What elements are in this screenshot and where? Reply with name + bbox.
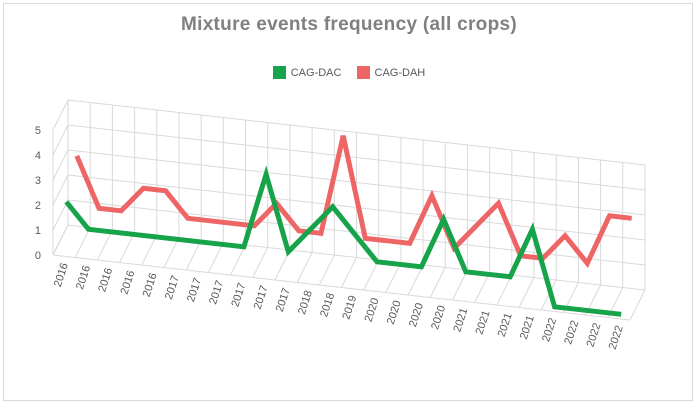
gridline-side <box>52 149 69 181</box>
gridline-side <box>52 174 69 206</box>
legend-item-0: CAG-DAC <box>272 66 342 79</box>
x-tick-label: 2016 <box>74 264 93 291</box>
gridline-floor <box>474 272 491 303</box>
y-tick-label: 4 <box>35 150 41 162</box>
x-tick-label: 2021 <box>496 311 515 338</box>
gridlines <box>52 99 646 321</box>
x-tick-label: 2020 <box>363 297 382 324</box>
gridline-floor <box>52 224 69 256</box>
chart-legend: CAG-DAC CAG-DAH <box>0 66 698 82</box>
y-tick-label: 1 <box>35 225 41 237</box>
x-tick-label: 2021 <box>518 314 537 341</box>
x-tick-label: 2016 <box>96 267 115 294</box>
gridline-floor <box>363 259 380 291</box>
gridline-floor <box>252 247 269 278</box>
gridline-floor <box>296 252 313 283</box>
x-tick-label: 2017 <box>252 284 271 311</box>
x-tick-label: 2016 <box>52 262 71 289</box>
gridline-floor <box>452 269 468 301</box>
legend-label-0: CAG-DAC <box>290 66 342 79</box>
gridline-floor <box>341 257 357 288</box>
x-tick-label: 2020 <box>385 299 404 326</box>
series-line-1 <box>74 135 632 268</box>
x-tick-label: 2016 <box>119 269 138 296</box>
legend-swatch-1 <box>356 66 370 79</box>
gridline-floor <box>496 274 513 306</box>
gridline-floor <box>185 239 202 271</box>
x-tick-label: 2020 <box>429 304 448 331</box>
legend-swatch-0 <box>272 66 286 79</box>
x-tick-label: 2022 <box>585 321 604 348</box>
x-tick-label: 2017 <box>163 274 182 301</box>
legend-label-1: CAG-DAH <box>374 66 426 79</box>
y-tick-label: 2 <box>35 200 41 212</box>
gridline-floor <box>629 289 646 321</box>
gridline-floor <box>119 232 136 263</box>
gridline-floor <box>207 242 224 273</box>
series-line-0 <box>64 165 622 317</box>
x-tick-label: 2017 <box>185 277 204 304</box>
gridline-floor <box>163 237 180 268</box>
gridline-floor <box>141 234 158 266</box>
gridline-floor <box>518 277 535 308</box>
chart-title: Mixture events frequency (all crops) <box>180 14 517 35</box>
x-tick-label: 2022 <box>562 319 581 346</box>
gridline-floor <box>407 264 424 296</box>
x-tick-label: 2022 <box>540 316 559 343</box>
y-tick-label: 3 <box>35 175 41 187</box>
x-tick-label: 2018 <box>318 291 337 318</box>
gridline-floor <box>429 267 446 298</box>
gridline-floor <box>385 262 402 293</box>
legend-item-1: CAG-DAH <box>356 66 426 79</box>
gridline-floor <box>74 227 91 258</box>
x-tick-label: 2016 <box>141 272 160 299</box>
gridline-floor <box>318 254 335 286</box>
y-tick-label: 0 <box>35 250 41 262</box>
x-tick-label: 2019 <box>340 294 359 321</box>
x-tick-label: 2017 <box>207 279 226 306</box>
x-tick-label: 2017 <box>274 286 293 313</box>
gridline-side <box>52 199 69 231</box>
gridline-side <box>52 124 69 156</box>
x-tick-label: 2021 <box>474 309 493 336</box>
x-axis-line <box>52 254 631 321</box>
x-tick-label: 2018 <box>296 289 315 316</box>
gridline-floor <box>96 229 113 261</box>
x-tick-label: 2022 <box>607 324 626 351</box>
gridline-floor <box>230 244 246 276</box>
x-tick-label: 2017 <box>229 281 248 308</box>
y-tick-label: 5 <box>35 125 41 137</box>
x-tick-label: 2021 <box>451 307 470 334</box>
gridline-side <box>52 99 69 131</box>
x-tick-label: 2020 <box>407 302 426 329</box>
